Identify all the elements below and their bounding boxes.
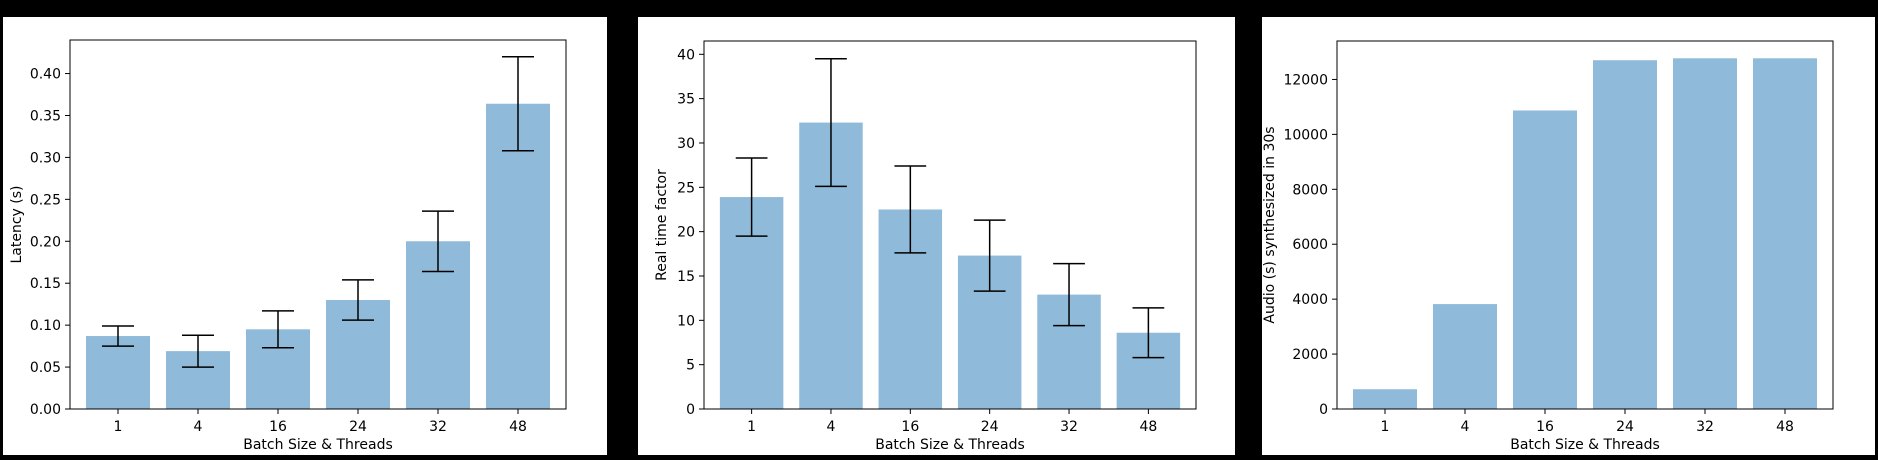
- x-tick-label: 48: [1139, 419, 1157, 435]
- y-axis-label: Latency (s): [9, 185, 25, 263]
- y-tick-label: 4000: [1292, 292, 1328, 308]
- error-bar-48: [1132, 307, 1165, 359]
- y-tick-label: 2000: [1292, 347, 1328, 363]
- audio-synthesized-chart: 0 2000 4000 6000 8000 10000 12000 1 4 16 24 32 48 Bat…: [1262, 40, 1834, 453]
- y-tick-label: 0.05: [30, 360, 61, 376]
- x-tick-label: 24: [981, 419, 999, 435]
- y-tick-label: 0.25: [30, 192, 61, 208]
- y-axis: 0 5 10 15 20 25 30 35 40: [677, 47, 704, 418]
- x-tick-label: 32: [1060, 419, 1078, 435]
- error-bar-48: [502, 56, 534, 152]
- y-tick-label: 12000: [1283, 72, 1328, 88]
- x-axis: 1 4 16 24 32 48: [1381, 409, 1794, 435]
- bar-48: [1753, 58, 1817, 410]
- latency-chart-panel: 0.00 0.05 0.10 0.15 0.20 0.25 0.30 0.35 0.40 1 4 16…: [3, 17, 607, 455]
- audio-synthesized-chart-panel: 0 2000 4000 6000 8000 10000 12000 1 4 16 24 32 48 Bat…: [1262, 17, 1875, 455]
- y-tick-label: 20: [677, 225, 695, 241]
- bars: [1353, 58, 1817, 410]
- error-bar-24: [342, 279, 374, 321]
- x-axis-label: Batch Size & Threads: [1510, 437, 1660, 453]
- plot-frame: [69, 39, 567, 410]
- error-bar-4: [182, 334, 214, 368]
- error-bar-4: [815, 57, 847, 188]
- x-tick-label: 48: [1776, 419, 1794, 435]
- y-axis: 0 2000 4000 6000 8000 10000 12000: [1283, 72, 1337, 418]
- x-tick-label: 1: [114, 419, 123, 435]
- y-tick-label: 0.35: [30, 108, 61, 124]
- error-bar-1: [735, 157, 768, 237]
- error-bar-16: [894, 165, 927, 254]
- x-tick-label: 1: [747, 419, 756, 435]
- real-time-factor-chart: 0 5 10 15 20 25 30 35 40 1 4 16 24 32 48 Batch Size & T…: [654, 40, 1197, 453]
- x-axis-label: Batch Size & Threads: [875, 437, 1025, 453]
- y-axis-label: Real time factor: [654, 169, 670, 281]
- bar-24: [1593, 60, 1657, 409]
- y-tick-label: 0.40: [30, 67, 61, 83]
- plot-frame: [1336, 40, 1834, 410]
- x-tick-label: 48: [509, 419, 527, 435]
- error-bar-1: [102, 325, 134, 347]
- latency-chart: 0.00 0.05 0.10 0.15 0.20 0.25 0.30 0.35 0.40 1 4 16…: [9, 39, 567, 453]
- y-tick-label: 10000: [1283, 127, 1328, 143]
- x-tick-label: 16: [901, 419, 919, 435]
- error-bar-32: [422, 210, 454, 273]
- y-axis: 0.00 0.05 0.10 0.15 0.20 0.25 0.30 0.35 0.40: [30, 67, 70, 418]
- y-tick-label: 0.15: [30, 276, 61, 292]
- y-tick-label: 0.00: [30, 402, 61, 418]
- y-tick-label: 25: [677, 180, 695, 196]
- y-tick-label: 10: [677, 313, 695, 329]
- bar-4: [1433, 304, 1497, 409]
- x-tick-label: 4: [827, 419, 836, 435]
- y-tick-label: 6000: [1292, 237, 1328, 253]
- x-tick-label: 24: [349, 419, 367, 435]
- x-tick-label: 32: [429, 419, 447, 435]
- x-tick-label: 1: [1381, 419, 1390, 435]
- bar-1: [86, 336, 150, 409]
- y-tick-label: 0.10: [30, 318, 61, 334]
- bars: [719, 122, 1181, 409]
- error-bar-24: [973, 219, 1006, 292]
- x-axis: 1 4 16 24 32 48: [747, 409, 1157, 435]
- y-tick-label: 0: [686, 402, 695, 418]
- x-axis-label: Batch Size & Threads: [243, 437, 393, 453]
- x-tick-label: 4: [1461, 419, 1470, 435]
- bar-32: [1673, 58, 1737, 410]
- y-tick-label: 0: [1319, 402, 1328, 418]
- y-tick-label: 35: [677, 92, 695, 108]
- error-bar-32: [1053, 262, 1085, 327]
- x-tick-label: 32: [1696, 419, 1714, 435]
- y-tick-label: 5: [686, 358, 695, 374]
- error-bars: [102, 56, 534, 368]
- bar-1: [1353, 389, 1417, 409]
- x-axis: 1 4 16 24 32 48: [114, 409, 527, 435]
- bar-16: [1513, 110, 1577, 409]
- error-bars: [735, 57, 1165, 359]
- error-bar-16: [262, 310, 294, 349]
- bars: [86, 103, 550, 410]
- y-axis-label: Audio (s) synthesized in 30s: [1262, 126, 1278, 323]
- bar-48: [486, 103, 550, 410]
- y-tick-label: 30: [677, 136, 695, 152]
- y-tick-label: 15: [677, 269, 695, 285]
- y-tick-label: 8000: [1292, 182, 1328, 198]
- x-tick-label: 24: [1616, 419, 1634, 435]
- y-tick-label: 40: [677, 47, 695, 63]
- x-tick-label: 4: [194, 419, 203, 435]
- x-tick-label: 16: [1536, 419, 1554, 435]
- x-tick-label: 16: [269, 419, 287, 435]
- plot-frame: [703, 40, 1197, 410]
- y-tick-label: 0.20: [30, 234, 61, 250]
- y-tick-label: 0.30: [30, 150, 61, 166]
- real-time-factor-chart-panel: 0 5 10 15 20 25 30 35 40 1 4 16 24 32 48 Batch Size & T…: [638, 17, 1235, 455]
